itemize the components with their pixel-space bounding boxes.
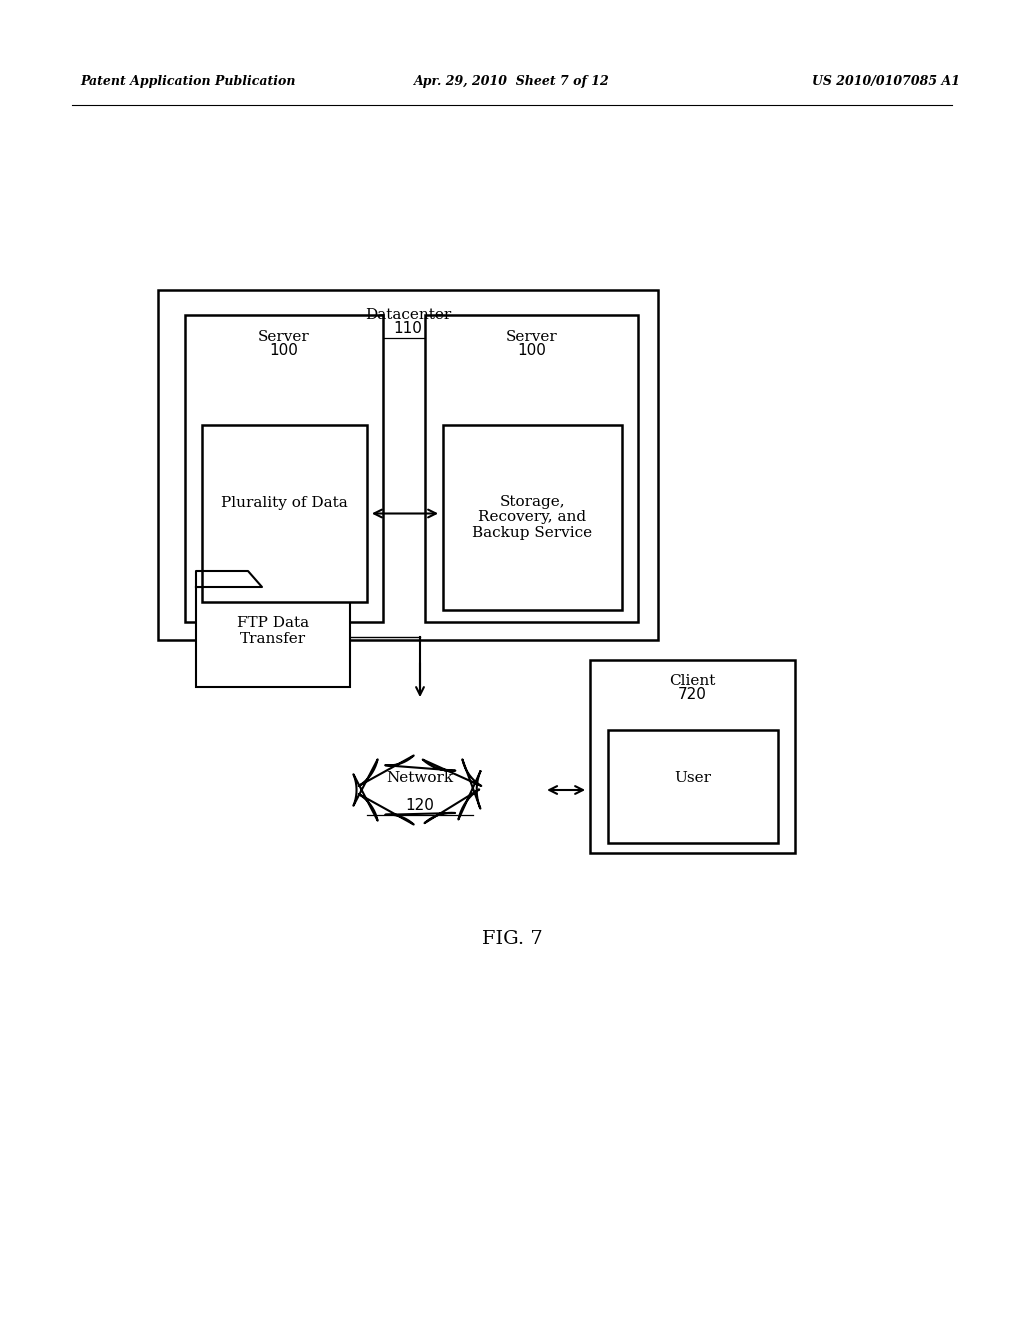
Text: 720: 720 (678, 688, 707, 702)
Text: Server: Server (506, 330, 557, 345)
Polygon shape (196, 572, 262, 587)
Text: User: User (675, 771, 712, 785)
Bar (443, 425, 622, 610)
Text: 230: 230 (518, 541, 547, 557)
Text: FTP Data
Transfer: FTP Data Transfer (237, 616, 309, 645)
Text: Client: Client (670, 675, 716, 688)
Text: 710: 710 (679, 795, 708, 809)
Bar (608, 730, 778, 843)
Text: Network: Network (386, 771, 454, 785)
Text: US 2010/0107085 A1: US 2010/0107085 A1 (812, 75, 961, 88)
Bar (425, 315, 638, 622)
Bar (158, 290, 658, 640)
Text: 100: 100 (517, 343, 546, 358)
Text: Plurality of Data: Plurality of Data (221, 496, 348, 511)
Text: Patent Application Publication: Patent Application Publication (80, 75, 296, 88)
Text: 110: 110 (393, 321, 423, 337)
Text: Server: Server (258, 330, 310, 345)
Text: Storage,: Storage, (500, 495, 565, 510)
Polygon shape (353, 755, 481, 825)
Text: FIG. 7: FIG. 7 (481, 931, 543, 948)
Bar (202, 425, 367, 602)
Text: Datacenter: Datacenter (365, 308, 452, 322)
Text: Backup Service: Backup Service (472, 525, 593, 540)
Text: Apr. 29, 2010  Sheet 7 of 12: Apr. 29, 2010 Sheet 7 of 12 (414, 75, 610, 88)
Text: 120: 120 (406, 799, 434, 813)
Text: 700: 700 (270, 524, 299, 539)
Bar (590, 660, 795, 853)
Text: 100: 100 (269, 343, 298, 358)
Bar (185, 315, 383, 622)
Bar (196, 587, 350, 686)
Text: Recovery, and: Recovery, and (478, 511, 587, 524)
